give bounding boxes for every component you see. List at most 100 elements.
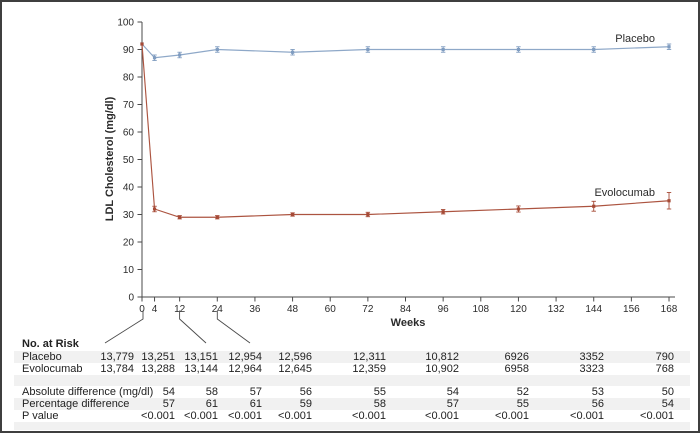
value-cell-week-4: 13,288 <box>141 363 175 375</box>
value-cell-week-48: <0.001 <box>278 410 312 422</box>
evolocumab-marker <box>140 42 144 46</box>
value-cell-week-48: 59 <box>299 398 312 410</box>
x-tick-label: 4 <box>152 304 158 315</box>
y-tick-label: 40 <box>123 183 135 194</box>
evolocumab-line <box>141 43 670 218</box>
value-cell-week-12: 61 <box>205 398 218 410</box>
evolocumab-series-label: Evolocumab <box>594 187 655 199</box>
number-at-risk-table: Placebo 13,779 13,251 13,151 12,954 12,596 12,… <box>14 351 690 430</box>
value-cell-week-120: 6958 <box>504 363 529 375</box>
value-cell-week-24: 12,954 <box>228 351 262 363</box>
x-tick-label: 168 <box>661 304 678 315</box>
risk-row-placebo: Placebo 13,779 13,251 13,151 12,954 12,596 12,… <box>14 351 690 363</box>
value-cell-week-168: <0.001 <box>640 410 674 422</box>
placebo-marker <box>441 47 445 52</box>
value-cell-week-72: 55 <box>373 386 386 398</box>
value-cell-week-24: 61 <box>249 398 262 410</box>
y-tick-label: 30 <box>123 210 135 221</box>
value-cell-week-24: 12,964 <box>228 363 262 375</box>
evolocumab-marker <box>215 215 219 219</box>
row-label: Percentage difference <box>22 398 130 410</box>
row-label: Absolute difference (mg/dl) <box>22 386 154 398</box>
y-tick-label: 80 <box>123 73 135 84</box>
value-cell-week-96: 10,902 <box>425 363 459 375</box>
placebo-marker <box>366 47 370 52</box>
placebo-marker <box>140 42 144 46</box>
evolocumab-marker <box>152 207 157 211</box>
y-tick-label: 50 <box>123 155 135 166</box>
placebo-marker <box>516 47 521 52</box>
y-tick-label: 0 <box>128 293 134 304</box>
value-cell-week-96: <0.001 <box>425 410 459 422</box>
value-cell-week-120: 6926 <box>504 351 529 363</box>
value-cell-week-12: 13,151 <box>184 351 218 363</box>
value-cell-week-144: 56 <box>591 398 604 410</box>
x-tick-label: 36 <box>249 304 261 315</box>
y-tick-label: 20 <box>123 238 135 249</box>
value-cell-week-48: 56 <box>299 386 312 398</box>
x-tick-label: 12 <box>174 304 186 315</box>
evolocumab-marker <box>667 199 671 203</box>
value-cell-week-4: 54 <box>162 386 175 398</box>
row-label: P value <box>22 410 59 422</box>
value-cell-week-4: <0.001 <box>141 410 175 422</box>
placebo-marker <box>667 45 671 49</box>
placebo-series-label: Placebo <box>615 33 655 45</box>
value-cell-week-144: 53 <box>591 386 604 398</box>
evolocumab-marker <box>290 212 295 217</box>
spacer-row <box>14 375 690 386</box>
value-cell-week-168: 768 <box>655 363 674 375</box>
x-tick-label: 144 <box>585 304 602 315</box>
risk-table-leader-line <box>179 310 207 344</box>
value-cell-week-0: 13,784 <box>100 363 134 375</box>
spacer-cell <box>14 422 690 430</box>
x-tick-label: 48 <box>287 304 299 315</box>
x-tick-label: 84 <box>400 304 412 315</box>
evolocumab-marker <box>516 207 521 211</box>
p-value-row: P value <0.001 <0.001 <0.001 <0.001 <0.001 <0.… <box>14 410 690 422</box>
value-cell-week-168: 790 <box>655 351 674 363</box>
x-tick-label: 120 <box>510 304 527 315</box>
value-cell-week-120: 55 <box>516 398 529 410</box>
placebo-marker <box>178 53 182 57</box>
value-cell-week-24: <0.001 <box>228 410 262 422</box>
evolocumab-marker <box>178 215 182 219</box>
x-axis-label: Weeks <box>391 317 426 329</box>
evolocumab-marker <box>441 210 445 214</box>
value-cell-week-144: <0.001 <box>570 410 604 422</box>
value-cell-week-168: 54 <box>661 398 674 410</box>
x-tick-label: 24 <box>212 304 224 315</box>
value-cell-week-12: 58 <box>205 386 218 398</box>
x-tick-label: 132 <box>548 304 565 315</box>
value-cell-week-12: 13,144 <box>184 363 218 375</box>
y-tick-label: 100 <box>117 18 134 29</box>
spacer-row <box>14 422 690 430</box>
placebo-marker <box>290 50 295 54</box>
spacer-cell <box>14 375 690 386</box>
value-cell-week-0: 13,779 <box>100 351 134 363</box>
evolocumab-marker <box>592 204 596 208</box>
y-tick-label: 10 <box>123 265 135 276</box>
y-axis-label: LDL Cholesterol (mg/dl) <box>104 96 116 221</box>
value-cell-week-96: 57 <box>446 398 459 410</box>
value-cell-week-4: 57 <box>162 398 175 410</box>
placebo-marker <box>592 47 596 52</box>
evolocumab-marker <box>366 212 370 217</box>
placebo-line <box>141 43 670 59</box>
risk-table-leader-line <box>216 310 251 344</box>
value-cell-week-72: 58 <box>373 398 386 410</box>
y-tick-label: 60 <box>123 128 135 139</box>
x-tick-label: 108 <box>472 304 489 315</box>
x-tick-label: 96 <box>438 304 450 315</box>
x-tick-label: 72 <box>362 304 374 315</box>
placebo-marker <box>152 56 157 60</box>
y-tick-label: 70 <box>123 100 135 111</box>
x-tick-label: 0 <box>139 304 145 315</box>
value-cell-week-72: 12,311 <box>353 351 386 363</box>
value-cell-week-120: <0.001 <box>495 410 529 422</box>
value-cell-week-48: 12,596 <box>278 351 312 363</box>
value-cell-week-72: <0.001 <box>352 410 386 422</box>
risk-row-evolocumab: Evolocumab 13,784 13,288 13,144 12,964 12,645… <box>14 363 690 375</box>
